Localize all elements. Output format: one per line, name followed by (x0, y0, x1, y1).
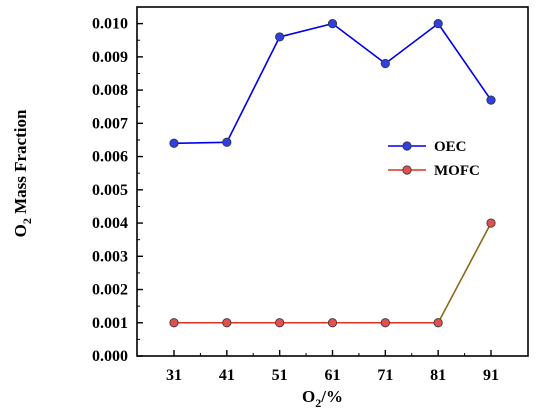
y-tick-label: 0.000 (92, 348, 128, 365)
series-markers (169, 19, 496, 328)
series-line-segment-oec (332, 22, 386, 65)
data-point-oec (275, 32, 285, 42)
series-line-segment-oec (384, 22, 439, 65)
x-tick-label: 51 (272, 367, 288, 384)
data-point-mofc (222, 318, 232, 328)
x-tick-label: 71 (377, 367, 393, 384)
plot-frame (136, 6, 529, 357)
y-tick-label: 0.005 (92, 182, 128, 199)
series-line-segment-mofc (437, 222, 492, 324)
y-tick-label: 0.004 (92, 215, 128, 232)
y-tick-label: 0.010 (92, 16, 128, 33)
legend: OEC MOFC (388, 139, 480, 179)
data-point-oec (327, 19, 338, 29)
series-lines (173, 22, 492, 324)
y-axis-title: O2 Mass Fraction (11, 109, 34, 237)
data-point-mofc (169, 318, 179, 328)
series-line-segment-oec (437, 23, 492, 101)
series-line-segment-oec (226, 36, 281, 143)
y-tick-label: 0.001 (92, 315, 128, 332)
x-tick-label: 61 (325, 367, 341, 384)
x-tick-label: 81 (430, 367, 446, 384)
legend-marker-mofc (402, 165, 412, 175)
y-tick-label: 0.002 (92, 282, 128, 299)
x-tick-label: 31 (166, 367, 182, 384)
y-tick-label: 0.006 (92, 149, 128, 166)
x-axis-title: O2/% (302, 387, 343, 410)
series-line-segment-oec (173, 141, 227, 145)
legend-label-oec: OEC (434, 139, 467, 155)
data-point-oec (486, 95, 496, 105)
data-point-mofc (327, 318, 338, 328)
x-tick-label: 91 (483, 367, 499, 384)
data-point-mofc (380, 318, 390, 328)
axes: 0.000 0.001 0.002 0.003 0.004 0.005 0.006 0.007… (92, 6, 529, 384)
y-tick-label: 0.007 (92, 115, 128, 132)
data-point-mofc (433, 318, 443, 328)
legend-marker-oec (402, 141, 412, 151)
axis-titles: O2/% O2 Mass Fraction (11, 109, 343, 410)
data-point-oec (169, 138, 179, 148)
data-point-oec (380, 58, 390, 69)
data-point-mofc (275, 318, 285, 328)
data-point-oec (433, 19, 443, 29)
data-point-mofc (486, 218, 496, 228)
y-tick-label: 0.008 (92, 82, 128, 99)
y-tick-label: 0.003 (92, 248, 128, 265)
series-line-segment-oec (279, 22, 333, 38)
x-tick-label: 41 (219, 367, 235, 384)
y-tick-label: 0.009 (92, 49, 128, 66)
legend-label-mofc: MOFC (434, 163, 480, 179)
data-point-oec (222, 137, 232, 147)
